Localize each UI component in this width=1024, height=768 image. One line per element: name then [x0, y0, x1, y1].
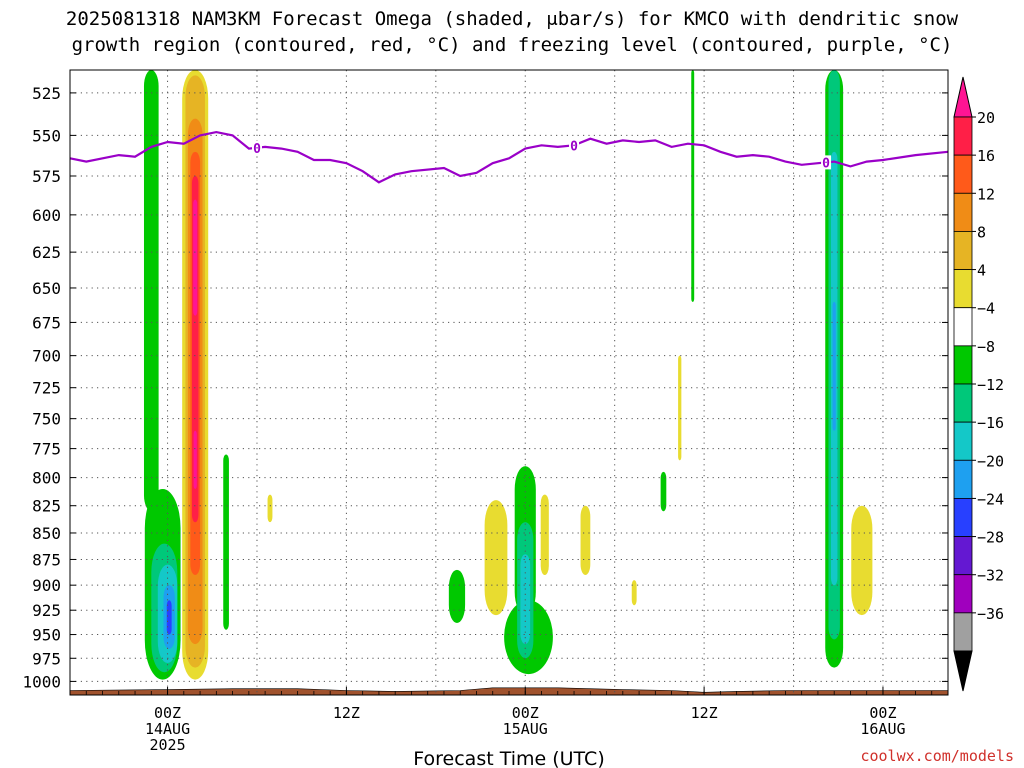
y-tick-label-725: 725 [32, 379, 61, 398]
omega-region-21 [540, 494, 549, 575]
omega-region-14 [267, 494, 273, 523]
chart-title-line-1: 2025081318 NAM3KM Forecast Omega (shaded… [66, 8, 959, 30]
x-tick-label-0-1: 14AUG [145, 720, 190, 738]
freezing-label-bg-1 [569, 138, 580, 153]
freezing-level-line [69, 130, 949, 184]
colorbar-label-2: 12 [977, 185, 995, 203]
pressure-axis: 525 550 575 600 625 650 675 700 725 750 775 800 825 8… [22, 84, 948, 691]
colorbar-swatch-0 [953, 116, 973, 156]
y-tick-label-1000: 1000 [22, 672, 61, 691]
y-tick-label-750: 750 [32, 410, 61, 429]
colorbar-label-4: 4 [977, 262, 986, 280]
x-tick-label-4-1: 16AUG [860, 720, 905, 738]
colorbar-label-10: −24 [977, 490, 1004, 508]
colorbar-swatch-11 [953, 536, 973, 576]
colorbar-swatch-2 [953, 192, 973, 232]
credit-label: coolwx.com/models [860, 747, 1014, 765]
colorbar-label-12: −32 [977, 567, 1004, 585]
colorbar-label-0: 20 [977, 109, 995, 127]
colorbar-label-6: −8 [977, 338, 995, 356]
omega-region-12 [193, 430, 197, 489]
colorbar-swatch-10 [953, 498, 973, 537]
colorbar-swatch-4 [953, 269, 973, 309]
omega-shading [143, 70, 873, 680]
x-tick-label-0-0: 00Z [154, 704, 181, 722]
y-tick-label-650: 650 [32, 279, 61, 298]
colorbar-swatch-3 [953, 231, 973, 270]
freezing-level-contour: 0 0 0 [69, 130, 949, 184]
omega-region-25 [678, 355, 682, 461]
colorbar-label-11: −28 [977, 529, 1004, 547]
x-tick-label-2-0: 00Z [512, 704, 539, 722]
omega-region-24 [660, 471, 667, 512]
colorbar-label-13: −36 [977, 605, 1004, 623]
colorbar-swatch-13 [953, 612, 973, 652]
colorbar-swatch-7 [953, 383, 973, 423]
grid-lines [70, 70, 948, 695]
colorbar-label-9: −20 [977, 452, 1004, 470]
x-tick-label-3-0: 12Z [691, 704, 718, 722]
omega-region-13 [223, 454, 229, 630]
colorbar-swatch-9 [953, 459, 973, 499]
y-tick-label-775: 775 [32, 440, 61, 459]
y-tick-label-700: 700 [32, 347, 61, 366]
colorbar-swatch-5 [953, 307, 973, 347]
y-tick-label-975: 975 [32, 649, 61, 668]
colorbar-swatch-8 [953, 421, 973, 461]
colorbar-label-8: −16 [977, 414, 1004, 432]
y-tick-label-875: 875 [32, 550, 61, 569]
colorbar-swatch-12 [953, 574, 973, 614]
colorbar-swatch-1 [953, 154, 973, 194]
y-tick-label-950: 950 [32, 626, 61, 645]
omega-region-23 [631, 580, 637, 606]
omega-region-20 [520, 554, 531, 645]
y-tick-label-625: 625 [32, 243, 61, 262]
y-tick-label-925: 925 [32, 601, 61, 620]
omega-region-16 [484, 500, 508, 616]
y-tick-label-850: 850 [32, 524, 61, 543]
colorbar-label-3: 8 [977, 223, 986, 241]
freezing-level-label-2: 0 [822, 156, 830, 171]
x-tick-label-4-0: 00Z [869, 704, 896, 722]
freezing-level-label-1: 0 [570, 139, 578, 154]
freezing-label-bg-2 [821, 155, 832, 170]
freezing-label-bg-0 [251, 140, 262, 155]
y-tick-label-550: 550 [32, 126, 61, 145]
omega-region-26 [691, 70, 695, 302]
x-tick-label-2-1: 15AUG [503, 720, 548, 738]
y-tick-label-525: 525 [32, 84, 61, 103]
colorbar-top-arrow [953, 76, 973, 118]
colorbar-label-5: −4 [977, 300, 995, 318]
y-tick-label-600: 600 [32, 206, 61, 225]
freezing-level-label-0: 0 [253, 142, 261, 157]
y-tick-label-825: 825 [32, 497, 61, 516]
colorbar-label-7: −12 [977, 376, 1004, 394]
x-tick-label-1-0: 12Z [333, 704, 360, 722]
colorbar-bottom-arrow [953, 650, 973, 692]
omega-region-15 [448, 569, 466, 623]
omega-region-11 [193, 199, 198, 316]
x-axis-label: Forecast Time (UTC) [413, 748, 604, 768]
omega-region-22 [580, 505, 591, 575]
colorbar-label-1: 16 [977, 147, 995, 165]
colorbar: 20 16 12 8 4 −4 −8 −12 −16 −20 −24 −28 −32 −36 [953, 76, 1004, 692]
y-tick-label-900: 900 [32, 576, 61, 595]
y-tick-label-800: 800 [32, 469, 61, 488]
x-tick-label-0-2: 2025 [149, 736, 185, 754]
omega-region-31 [851, 505, 873, 616]
omega-region-5 [166, 600, 172, 635]
chart-title-line-2: growth region (contoured, red, °C) and f… [72, 34, 953, 56]
omega-region-0 [143, 70, 159, 512]
y-tick-label-675: 675 [32, 313, 61, 332]
colorbar-swatch-6 [953, 345, 973, 385]
y-tick-label-575: 575 [32, 167, 61, 186]
omega-region-30 [832, 301, 836, 431]
